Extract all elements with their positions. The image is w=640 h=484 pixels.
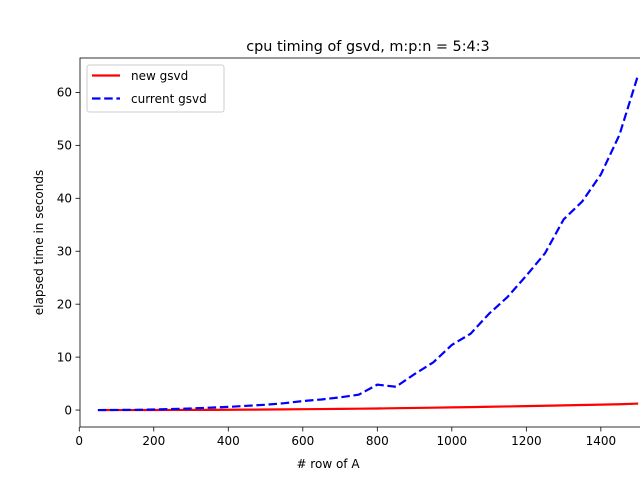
x-tick-label: 0 (75, 434, 83, 448)
x-tick-label: 1200 (511, 434, 542, 448)
y-tick-label: 60 (57, 86, 72, 100)
x-tick-label: 400 (217, 434, 240, 448)
y-tick-label: 30 (57, 245, 72, 259)
x-axis-ticks: 0 200 400 600 800 1000 1200 1400 (75, 427, 616, 448)
x-tick-label: 600 (291, 434, 314, 448)
y-tick-label: 40 (57, 192, 72, 206)
series-line-current-gsvd (97, 74, 640, 412)
x-axis-label: # row of A (296, 457, 360, 471)
legend-label-current-gsvd: current gsvd (131, 92, 207, 106)
legend-label-new-gsvd: new gsvd (131, 69, 188, 83)
x-tick-label: 200 (142, 434, 165, 448)
x-tick-label: 800 (366, 434, 389, 448)
y-axis-ticks: 0 10 20 30 40 50 60 (57, 86, 80, 417)
y-tick-label: 50 (57, 139, 72, 153)
legend-frame (86, 64, 225, 113)
series-line-new-gsvd (97, 402, 639, 412)
series-layer (97, 74, 640, 412)
y-tick-label: 10 (57, 350, 72, 364)
x-tick-label: 1000 (437, 434, 468, 448)
chart-title: cpu timing of gsvd, m:p:n = 5:4:3 (246, 39, 489, 55)
x-tick-label: 1400 (586, 434, 617, 448)
y-axis-label: elapsed time in seconds (32, 170, 46, 315)
plot-area-frame (79, 57, 640, 428)
y-tick-label: 0 (64, 403, 72, 417)
legend: new gsvd current gsvd (86, 64, 225, 113)
y-tick-label: 20 (57, 297, 72, 311)
